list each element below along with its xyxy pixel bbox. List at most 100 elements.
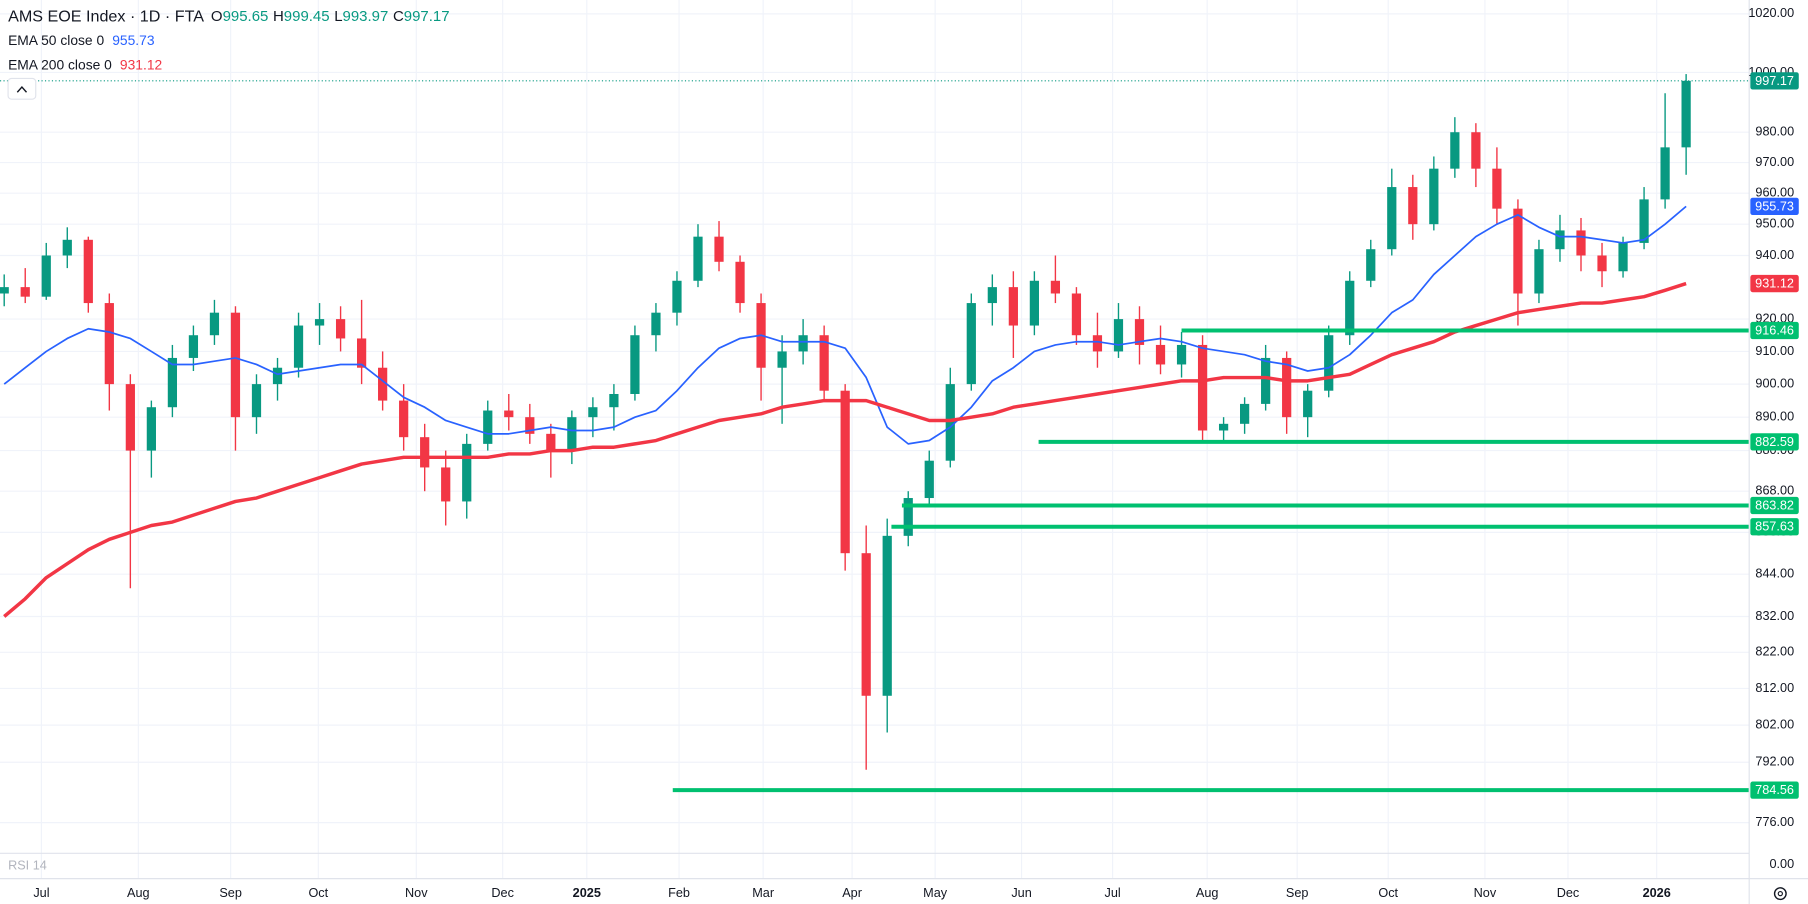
candle-body bbox=[609, 393, 619, 408]
ohlc-value: 997.17 bbox=[404, 8, 450, 25]
ohlc-label: L bbox=[334, 8, 342, 25]
x-tick-label: Aug bbox=[1196, 886, 1219, 900]
x-tick-label: Jun bbox=[1011, 886, 1031, 900]
y-tick-label: 980.00 bbox=[1755, 125, 1794, 139]
candle-body bbox=[1555, 230, 1565, 250]
candle-body bbox=[777, 351, 787, 368]
candle-body bbox=[945, 384, 955, 461]
candle-body bbox=[1071, 293, 1082, 336]
rsi-tick-label: 0.00 bbox=[1769, 857, 1794, 871]
candle-body bbox=[882, 535, 892, 696]
level-tag: 882.59 bbox=[1755, 435, 1794, 449]
candle-body bbox=[483, 410, 493, 444]
y-tick-label: 812.00 bbox=[1755, 681, 1794, 695]
candle-body bbox=[230, 312, 241, 418]
y-tick-label: 890.00 bbox=[1755, 410, 1794, 424]
candle-body bbox=[1471, 132, 1481, 169]
x-tick-label: Apr bbox=[842, 886, 862, 900]
x-tick-label: Nov bbox=[1474, 886, 1497, 900]
ema-tag-bg bbox=[1750, 274, 1799, 293]
settings-icon-center[interactable] bbox=[1777, 890, 1783, 897]
level-tag: 863.82 bbox=[1755, 498, 1794, 512]
candle-body bbox=[1660, 147, 1670, 200]
candle-body bbox=[735, 261, 745, 304]
candle-body bbox=[0, 287, 9, 294]
candle-body bbox=[462, 443, 472, 502]
study-name: EMA 50 close 0 bbox=[8, 32, 104, 48]
settings-icon[interactable] bbox=[1773, 887, 1787, 901]
ohlc-value: 995.65 bbox=[223, 8, 269, 25]
x-tick-label: Nov bbox=[405, 886, 428, 900]
candle-body bbox=[1387, 187, 1397, 250]
ohlc-value: 993.97 bbox=[343, 8, 389, 25]
candle-body bbox=[1639, 199, 1649, 243]
y-tick-label: 844.00 bbox=[1755, 566, 1794, 580]
candle-body bbox=[1408, 187, 1418, 225]
study-value: 931.12 bbox=[120, 56, 162, 72]
candle-body bbox=[1492, 168, 1502, 209]
collapse-button[interactable] bbox=[7, 77, 37, 100]
ohlc-value: 999.45 bbox=[284, 8, 330, 25]
candle-body bbox=[672, 280, 682, 313]
y-tick-label: 792.00 bbox=[1755, 755, 1794, 769]
candle-body bbox=[651, 312, 661, 336]
candle-body bbox=[62, 239, 72, 256]
settings-button[interactable] bbox=[1773, 887, 1787, 901]
candle-body bbox=[1282, 357, 1292, 418]
candle-body bbox=[714, 236, 724, 262]
candle-body bbox=[693, 236, 703, 281]
candle-body bbox=[504, 410, 514, 418]
ema-tag: 931.12 bbox=[1755, 276, 1794, 290]
candle-body bbox=[966, 303, 976, 385]
candle-body bbox=[1092, 335, 1103, 352]
candle-body bbox=[104, 303, 114, 385]
ema-line bbox=[3, 205, 1687, 445]
x-tick-label: Dec bbox=[491, 886, 514, 900]
candle-body bbox=[272, 367, 283, 385]
x-tick-label: 2025 bbox=[573, 886, 601, 900]
candle-body bbox=[1597, 255, 1607, 272]
candle-body bbox=[1155, 344, 1166, 365]
x-tick-label: Dec bbox=[1557, 886, 1580, 900]
candle-body bbox=[1366, 249, 1376, 281]
plot-area bbox=[0, 74, 1750, 793]
y-tick-label: 900.00 bbox=[1755, 376, 1794, 390]
ema-tag-bg bbox=[1750, 197, 1799, 216]
candle-body bbox=[840, 390, 850, 554]
ohlc-label: H bbox=[273, 8, 284, 25]
collapse-button-box[interactable] bbox=[7, 77, 37, 100]
y-tick-label: 776.00 bbox=[1755, 815, 1794, 829]
candle-body bbox=[1261, 357, 1271, 404]
candle-body bbox=[1029, 280, 1039, 326]
collapse-icon[interactable] bbox=[16, 86, 28, 93]
x-tick-label: May bbox=[923, 886, 948, 900]
level-tag-bg bbox=[1750, 518, 1799, 536]
x-tick-label: Oct bbox=[308, 886, 328, 900]
legend: AMS EOE Index · 1D · FTA O 995.65 H 999.45 L… bbox=[8, 8, 449, 73]
candle-body bbox=[399, 400, 409, 438]
candle-body bbox=[987, 287, 997, 304]
candle-body bbox=[525, 417, 535, 434]
x-tick-label: Oct bbox=[1378, 886, 1398, 900]
candle-body bbox=[1450, 132, 1460, 169]
candle-body bbox=[83, 239, 93, 304]
candle-body bbox=[356, 338, 367, 368]
candle-body bbox=[314, 319, 325, 326]
candle-body bbox=[1113, 319, 1124, 352]
candle-body bbox=[378, 367, 388, 401]
y-tick-label: 970.00 bbox=[1755, 155, 1794, 169]
candle-body bbox=[188, 335, 199, 358]
candle-body bbox=[861, 553, 871, 696]
candle-body bbox=[1513, 208, 1523, 294]
y-tick-label: 940.00 bbox=[1755, 248, 1794, 262]
candle-body bbox=[546, 433, 556, 451]
study-value: 955.73 bbox=[112, 32, 155, 48]
study-name: EMA 200 close 0 bbox=[8, 56, 112, 72]
candle-body bbox=[567, 417, 577, 451]
candle-body bbox=[1534, 249, 1544, 294]
x-tick-label: Jul bbox=[33, 886, 49, 900]
level-tag: 916.46 bbox=[1755, 323, 1794, 337]
y-tick-label: 832.00 bbox=[1755, 609, 1794, 623]
